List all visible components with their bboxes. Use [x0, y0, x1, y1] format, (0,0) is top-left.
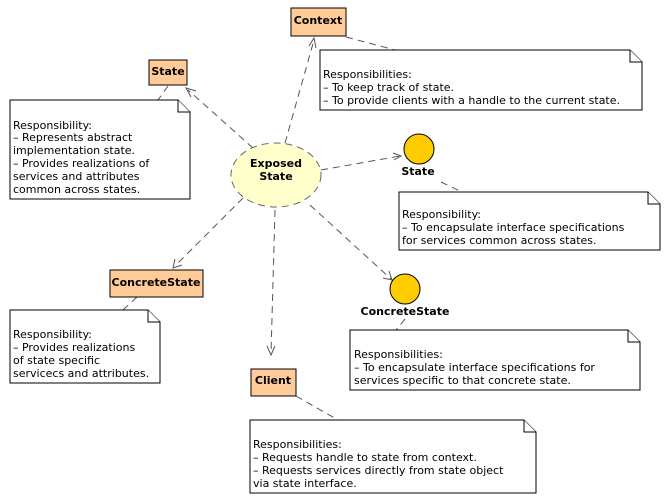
note-client[interactable]: Responsibilities: – Requests handle to s…	[250, 420, 536, 493]
note-context[interactable]: Responsibilities: – To keep track of sta…	[320, 50, 642, 110]
collaboration-label-line1: Exposed	[250, 157, 302, 170]
note-state-interface[interactable]: Responsibility: – To encapsulate interfa…	[399, 192, 660, 250]
arrow-to-concrete-state-interface	[310, 205, 391, 279]
note-concrete-state[interactable]: Responsibility: – Provides realizations …	[10, 310, 160, 383]
arrow-to-client	[271, 210, 275, 354]
class-concrete-state-label: ConcreteState	[112, 276, 201, 289]
interface-state-label: State	[401, 165, 434, 178]
arrow-to-state	[188, 90, 253, 148]
note-concrete-state-interface-line: Responsibilities:	[354, 348, 443, 361]
note-state-line: – Represents abstract	[13, 131, 133, 144]
class-state-label: State	[151, 65, 184, 78]
interface-concrete-state-label: ConcreteState	[361, 305, 450, 318]
interface-state-icon	[404, 134, 434, 164]
interface-state[interactable]: State	[401, 134, 434, 178]
note-concrete-state-line: Responsibility:	[13, 328, 92, 341]
note-concrete-state-line: servicecs and attributes.	[13, 367, 149, 380]
note-state-line: services and attributes	[13, 170, 140, 183]
class-client-label: Client	[255, 374, 291, 387]
arrow-to-concrete-state	[175, 198, 243, 266]
note-client-line: via state interface.	[253, 477, 357, 490]
arrow-to-context	[285, 40, 314, 143]
collaboration-exposed-state[interactable]: Exposed State	[231, 143, 321, 207]
class-context-label: Context	[294, 14, 343, 27]
interface-concrete-state[interactable]: ConcreteState	[361, 274, 450, 318]
note-state-line: – Provides realizations of	[13, 157, 150, 170]
note-concrete-state-line: – Provides realizations	[13, 341, 135, 354]
note-state-interface-line: – To encapsulate interface specification…	[402, 221, 625, 234]
note-state-interface-line: Responsibility:	[402, 208, 481, 221]
note-concrete-state-line: of state specific	[13, 354, 100, 367]
class-state[interactable]: State	[149, 60, 187, 85]
note-state-interface-line: for services common across states.	[402, 234, 597, 247]
note-context-line: – To provide clients with a handle to th…	[323, 94, 620, 107]
collaboration-label-line2: State	[259, 170, 292, 183]
class-context[interactable]: Context	[291, 8, 346, 36]
note-state-line: common across states.	[13, 183, 140, 196]
note-client-line: – Requests handle to state from context.	[253, 451, 477, 464]
note-client-line: Responsibilities:	[253, 438, 342, 451]
note-concrete-state-interface-line: services specific to that concrete state…	[354, 374, 571, 387]
note-state-line: implementation state.	[13, 144, 135, 157]
note-context-line: Responsibilities:	[323, 68, 412, 81]
note-concrete-state-interface[interactable]: Responsibilities: – To encapsulate inter…	[350, 330, 640, 390]
class-concrete-state[interactable]: ConcreteState	[110, 270, 203, 297]
note-context-line: – To keep track of state.	[323, 81, 454, 94]
arrow-to-state-interface	[321, 156, 400, 170]
note-client-line: – Requests services directly from state …	[253, 464, 504, 477]
note-concrete-state-interface-line: – To encapsulate interface specification…	[354, 361, 595, 374]
note-state[interactable]: Responsibility: – Represents abstract im…	[10, 100, 190, 199]
class-client[interactable]: Client	[251, 369, 296, 396]
interface-concrete-state-icon	[390, 274, 420, 304]
